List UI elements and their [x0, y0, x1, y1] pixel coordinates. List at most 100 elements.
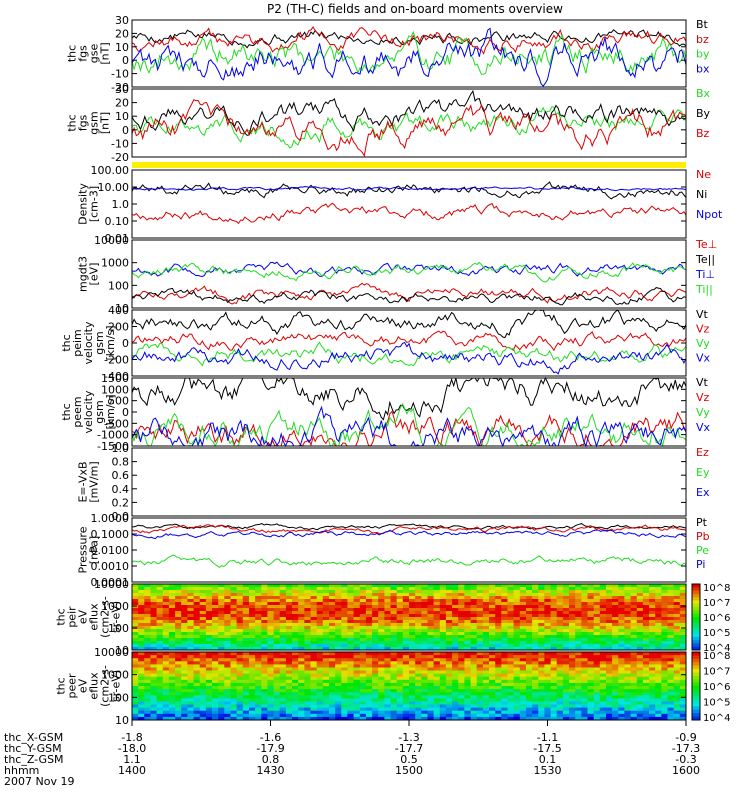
spectrogram-cell [359, 599, 367, 603]
spectrogram-cell [513, 596, 521, 600]
spectrogram-cell [661, 584, 669, 588]
spectrogram-cell [606, 608, 613, 612]
spectrogram-cell [655, 599, 662, 603]
spectrogram-cell [224, 611, 231, 615]
spectrogram-cell [409, 707, 416, 712]
spectrogram-cell [433, 713, 441, 718]
spectrogram-cell [396, 673, 404, 678]
spectrogram-cell [526, 704, 533, 709]
spectrogram-cell [673, 676, 681, 681]
spectrogram-cell [396, 679, 404, 684]
spectrogram-cell [452, 632, 459, 636]
spectrogram-cell [415, 584, 422, 588]
spectrogram-cell [162, 664, 170, 668]
spectrogram-cell [205, 590, 213, 594]
spectrogram-cell [384, 701, 392, 706]
colorbar-segment [692, 643, 700, 648]
spectrogram-cell [279, 713, 287, 718]
spectrogram-cell [433, 590, 441, 594]
spectrogram-cell [390, 682, 398, 687]
spectrogram-cell [322, 673, 330, 678]
spectrogram-cell [427, 617, 435, 621]
spectrogram-cell [599, 670, 607, 675]
spectrogram-cell [482, 661, 490, 665]
spectrogram-cell [636, 689, 644, 693]
spectrogram-cell [162, 655, 170, 659]
spectrogram-cell [593, 617, 601, 621]
spectrogram-cell [187, 713, 195, 718]
spectrogram-cell [562, 658, 570, 662]
spectrogram-cell [562, 661, 570, 665]
spectrogram-cell [562, 599, 570, 603]
spectrogram-cell [427, 655, 435, 659]
spectrogram-cell [587, 602, 595, 606]
spectrogram-cell [513, 695, 521, 699]
spectrogram-cell [544, 614, 552, 618]
spectrogram-cell [538, 632, 545, 636]
spectrogram-cell [365, 623, 373, 627]
spectrogram-cell [199, 641, 207, 645]
spectrogram-cell [267, 676, 275, 681]
spectrogram-cell [575, 707, 582, 712]
spectrogram-cell [347, 698, 355, 702]
spectrogram-cell [365, 695, 373, 699]
spectrogram-cell [445, 689, 453, 693]
spectrogram-cell [341, 647, 348, 651]
spectrogram-cell [569, 689, 576, 693]
spectrogram-cell [433, 667, 441, 672]
spectrogram-cell [606, 682, 613, 687]
spectrogram-cell [329, 608, 336, 612]
spectrogram-cell [316, 667, 324, 672]
spectrogram-cell [667, 617, 675, 621]
spectrogram-cell [322, 695, 330, 699]
spectrogram-cell [230, 710, 238, 715]
spectrogram-cell [495, 701, 502, 706]
spectrogram-cell [365, 667, 373, 672]
spectrogram-cell [649, 713, 656, 718]
spectrogram-cell [556, 632, 564, 636]
spectrogram-cell [679, 698, 687, 702]
spectrogram-cell [335, 590, 342, 594]
spectrogram-cell [292, 632, 299, 636]
spectrogram-cell [347, 626, 355, 630]
spectrogram-cell [224, 667, 231, 672]
spectrogram-cell [168, 632, 176, 636]
spectrogram-cell [236, 620, 244, 624]
spectrogram-cell [593, 695, 601, 699]
series-line-te [131, 287, 687, 306]
spectrogram-cell [329, 617, 336, 621]
spectrogram-cell [532, 599, 539, 603]
spectrogram-cell [298, 587, 305, 591]
spectrogram-cell [409, 596, 416, 600]
spectrogram-cell [649, 590, 656, 594]
spectrogram-cell [445, 676, 453, 681]
spectrogram-cell [378, 623, 385, 627]
spectrogram-cell [242, 602, 250, 606]
spectrogram-cell [335, 658, 342, 662]
spectrogram-cell [261, 698, 268, 702]
spectrogram-cell [569, 647, 576, 651]
spectrogram-cell [144, 596, 151, 600]
spectrogram-cell [495, 584, 502, 588]
spectrogram-cell [378, 652, 385, 656]
spectrogram-cell [347, 620, 355, 624]
spectrogram-cell [587, 620, 595, 624]
spectrogram-cell [372, 689, 379, 693]
spectrogram-cell [353, 673, 361, 678]
spectrogram-cell [341, 664, 348, 668]
spectrogram-cell [279, 655, 287, 659]
spectrogram-cell [415, 644, 422, 648]
spectrogram-cell [507, 716, 515, 721]
spectrogram-cell [655, 679, 662, 684]
spectrogram-cell [304, 667, 312, 672]
spectrogram-cell [236, 695, 244, 699]
spectrogram-cell [673, 670, 681, 675]
spectrogram-cell [150, 695, 158, 699]
spectrogram-cell [667, 602, 675, 606]
spectrogram-cell [224, 658, 231, 662]
spectrogram-cell [544, 686, 552, 690]
spectrogram-cell [304, 620, 312, 624]
spectrogram-cell [433, 587, 441, 591]
spectrogram-cell [612, 667, 619, 672]
